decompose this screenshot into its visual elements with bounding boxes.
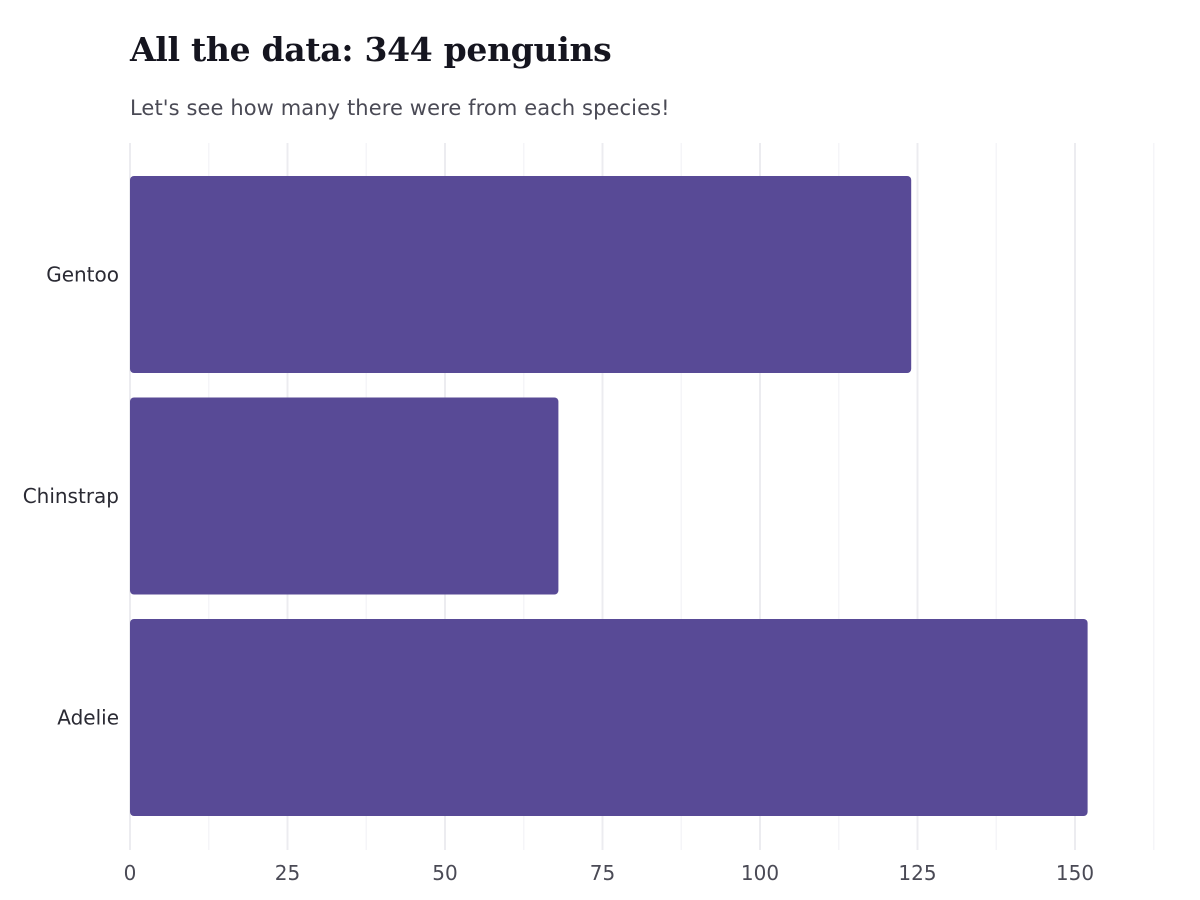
category-label-adelie: Adelie [57,706,119,730]
bar-adelie [130,619,1088,816]
category-labels: Gentoo Chinstrap Adelie [23,263,119,730]
x-tick-label: 75 [590,861,615,885]
bar-gentoo [130,176,912,373]
bar-chinstrap [130,397,559,595]
x-tick-label: 0 [124,861,137,885]
x-tick-label: 25 [275,861,300,885]
x-tick-label: 125 [898,861,936,885]
x-tick-label: 100 [741,861,779,885]
chart-subtitle: Let's see how many there were from each … [130,96,670,120]
x-tick-label: 50 [432,861,457,885]
category-label-chinstrap: Chinstrap [23,484,119,508]
chart-title: All the data: 344 penguins [130,30,612,69]
x-tick-label: 150 [1056,861,1094,885]
x-axis-tick-labels: 0 25 50 75 100 125 150 [124,861,1094,885]
bars [130,176,1088,816]
category-label-gentoo: Gentoo [46,263,119,287]
